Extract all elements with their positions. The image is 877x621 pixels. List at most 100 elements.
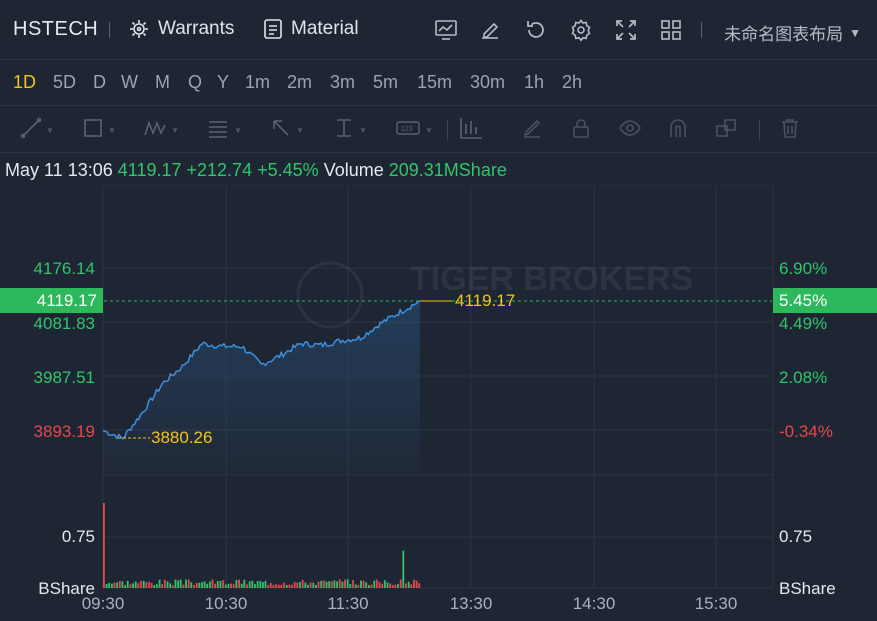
volume-bar [354,584,357,588]
volume-bar [232,584,235,588]
drawing-toolbar: ▼ ▼ ▼ ▼ ▼ ▼ 123 ▼ [0,106,877,153]
draw-pen-tool[interactable] [521,118,543,142]
volume-bar [338,579,341,588]
volume-bar [193,585,195,588]
clone-tool[interactable] [714,118,738,142]
timeframe-2h[interactable]: 2h [562,72,583,92]
volume-bar [360,580,362,588]
volume-bar [375,579,378,588]
volume-bar [150,582,153,588]
eye-icon [618,117,642,144]
price-tick-3: 3987.51 [33,368,95,387]
pattern-tool[interactable]: ▼ [143,118,179,142]
refresh-icon[interactable] [523,17,549,43]
volume-bar [410,584,413,588]
price-chart-canvas[interactable]: TIGER BROKERS [0,185,877,621]
clone-icon [714,117,738,144]
timeframe-5d[interactable]: 5D [53,72,77,92]
toolbar-divider [109,22,110,38]
chevron-down-icon: ▼ [849,25,861,40]
symbol-name[interactable]: HSTECH [13,18,99,40]
timeframe-q[interactable]: Q [188,72,203,92]
material-button[interactable]: Material [263,18,359,40]
material-label: Material [291,18,359,39]
indicator-bars-tool[interactable] [458,117,484,142]
volume-bar [293,582,296,588]
measure-tool[interactable]: ▼ [333,118,367,142]
price-chart[interactable]: TIGER BROKERS 4176.14 4081.83 3987.51 38… [0,185,877,621]
pct-tick-4: -0.34% [779,422,833,441]
volume-bar [307,584,309,588]
volume-bar [301,579,304,588]
volume-bar [206,583,209,588]
volume-bar [285,585,288,588]
magnet-tool[interactable] [667,118,689,142]
trend-line-tool[interactable]: ▼ [20,117,54,142]
volume-bar [368,585,370,588]
volume-bar [291,584,293,588]
volume-bar [235,580,238,588]
volume-bar [161,584,164,588]
timeframe-w[interactable]: W [121,72,138,92]
timeframe-3m[interactable]: 3m [330,72,356,92]
volume-bar [179,579,182,588]
layout-grid-icon[interactable] [658,17,684,43]
timeframe-1h[interactable]: 1h [524,72,545,92]
layout-selector[interactable]: 未命名图表布局 ▼ [724,20,861,45]
volume-bar [407,581,410,588]
volume-bar [262,582,264,588]
volume-bar [169,583,172,588]
top-toolbar: HSTECH Warrants Material [0,0,877,60]
fullscreen-icon[interactable] [613,17,639,43]
volume-bar [216,581,219,588]
timeframe-d[interactable]: D [93,72,106,92]
volume-bar [134,581,137,588]
volume-bar [312,582,315,588]
text-label-tool[interactable]: 123 ▼ [395,118,433,142]
warrants-icon [128,18,150,40]
volume-bar [137,583,140,588]
arrow-tool[interactable]: ▼ [270,118,304,142]
volume-bar [116,582,119,588]
settings-gear-icon[interactable] [568,17,594,43]
volume-tick-left: 0.75 [61,527,95,546]
current-price-tag: 4119.17 [0,288,103,313]
delete-drawings-tool[interactable] [779,118,801,142]
timeframe-15m[interactable]: 15m [417,72,453,92]
fibonacci-tool[interactable]: ▼ [206,118,242,142]
timeframe-5m[interactable]: 5m [373,72,399,92]
time-tick-2: 10:30 [204,594,248,613]
volume-bar [156,584,158,588]
volume-bar [333,580,336,588]
timeframe-2m[interactable]: 2m [287,72,313,92]
warrants-button[interactable]: Warrants [128,18,234,40]
volume-bar [145,582,148,588]
timeframe-m[interactable]: M [155,72,170,92]
timeframe-1m[interactable]: 1m [245,72,271,92]
volume-bar [346,579,349,588]
edit-icon[interactable] [477,17,503,43]
volume-bar [182,584,185,588]
timeframe-1d[interactable]: 1D [13,72,37,92]
timeframe-bar: 1D 5D D W M Q Y 1m 2m 3m 5m 15m 30m 1h 2h [0,60,877,106]
volume-tick-right: 0.75 [779,527,813,546]
price-tick-1: 4176.14 [33,259,95,278]
volume-bar [163,579,166,588]
quote-change-pct: +5.45% [257,160,319,180]
lock-drawings-tool[interactable] [570,118,592,142]
volume-bar [336,581,338,588]
timeframe-y[interactable]: Y [217,72,230,92]
time-tick-4: 13:30 [449,594,493,613]
timeframe-30m[interactable]: 30m [470,72,506,92]
volume-bar [240,583,243,588]
hide-drawings-tool[interactable] [618,118,642,142]
indicator-chart-icon[interactable] [433,17,459,43]
volume-bar [394,584,397,588]
volume-bar [198,582,201,588]
volume-bar [224,584,227,588]
toolbar-divider [759,120,760,140]
rectangle-tool[interactable]: ▼ [82,118,116,142]
volume-bar [118,580,121,588]
volume-bar [413,579,415,588]
volume-bar [304,582,307,588]
